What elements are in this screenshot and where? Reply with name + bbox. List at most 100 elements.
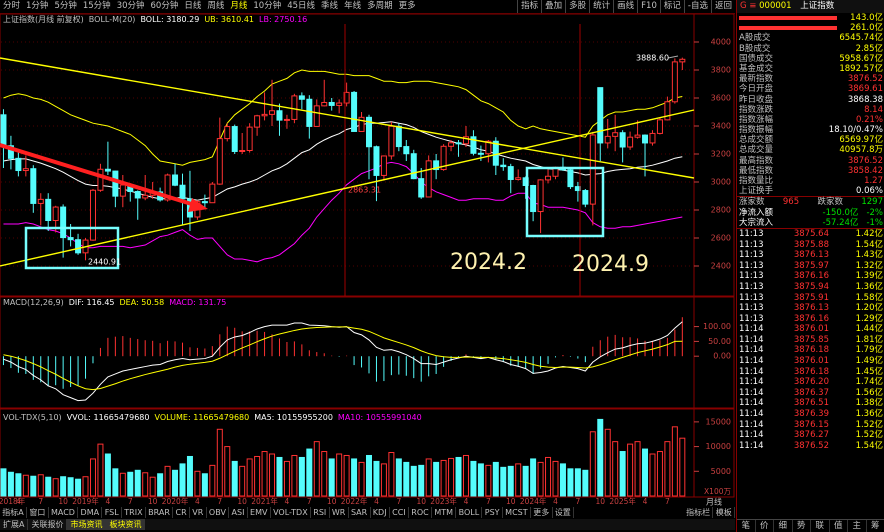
volume-bar [194,470,201,497]
x-tick-label: 7 [307,497,312,506]
quote-row: B股成交 2.85亿 [737,44,884,54]
panel-tab[interactable]: 笔 [737,520,756,532]
extension-tab[interactable]: 扩展A [0,519,29,530]
candle-body [104,168,111,172]
indicator-tab[interactable]: DMA [78,507,103,518]
candle-body [112,170,119,197]
period-button[interactable]: 15分钟 [82,1,111,11]
period-button[interactable]: 45日线 [287,1,316,11]
indicator-tab[interactable]: 指标A [0,507,28,518]
extension-tab[interactable]: 市场资讯 [67,519,107,530]
period-button[interactable]: 日线 [184,1,202,11]
tool-button[interactable]: 指标 [517,0,541,13]
period-button[interactable]: 30分钟 [116,1,145,11]
indicator-tab[interactable]: VR [190,507,207,518]
template-tab[interactable]: 指标栏 [684,507,714,518]
x-tick-label: 2019年 [72,496,99,506]
indicator-tab[interactable]: EMV [248,507,271,518]
tool-button[interactable]: 统计 [589,0,613,13]
template-tab[interactable]: 模板 [713,507,735,518]
y-tick-label: 0.00 [713,352,731,361]
panel-tab[interactable]: 细 [774,520,793,532]
period-button[interactable]: 60分钟 [150,1,179,11]
label: 大宗流入 [739,217,774,228]
tool-button[interactable]: 叠加 [541,0,565,13]
volume-bar [343,454,350,497]
indicator-tab[interactable]: RSI [311,507,330,518]
x-tick-label: 4 [16,497,21,506]
tool-button[interactable]: 多股 [565,0,589,13]
time: 11:13 [739,281,764,292]
indicator-tab[interactable]: ASI [229,507,248,518]
period-button[interactable]: 1分钟 [26,1,49,11]
period-button[interactable]: 周线 [207,1,225,11]
indicator-tab[interactable]: MTM [432,507,457,518]
candle-body [507,166,514,180]
indicator-tab[interactable]: MCST [503,507,531,518]
extension-tab[interactable]: 关联报价 [28,519,68,530]
tool-button[interactable]: 画线 [613,0,637,13]
price: 3876.16 [793,271,829,282]
indicator-tab[interactable]: CR [173,507,190,518]
period-button[interactable]: 年线 [344,1,362,11]
tool-button[interactable]: -自选 [683,0,711,13]
x-tick-label: 2022年 [341,496,368,506]
price: 3876.18 [793,345,829,356]
panel-tab[interactable]: 主 [848,520,867,532]
indicator-tab[interactable]: SAR [349,507,371,518]
tool-button[interactable]: F10 [637,0,660,13]
indicator-tab[interactable]: OBV [207,507,230,518]
period-button[interactable]: 分时 [3,1,21,11]
tick-row: 11:14 3876.18 1.79亿 [737,345,884,356]
tick-row: 11:14 3875.85 1.81亿 [737,335,884,346]
indicator-tab[interactable]: PSY [482,507,503,518]
volume-bar [395,458,402,497]
indicator-tab[interactable]: FSL [102,507,122,518]
indicator-tab[interactable]: 更多 [531,507,553,518]
tick-row: 11:14 3876.37 1.56亿 [737,388,884,399]
price: 3875.97 [793,260,829,271]
period-button[interactable]: 10分钟 [253,1,282,11]
time: 11:14 [739,345,764,356]
panel-tab[interactable]: 价 [756,520,774,532]
volume-bar [351,458,358,497]
period-button[interactable]: 更多 [398,1,416,11]
panel-tab[interactable]: 筹 [867,520,884,532]
time: 11:13 [739,303,764,314]
indicator-tab[interactable]: BOLL [456,507,483,518]
panel-tab[interactable]: 势 [793,520,811,532]
arrow-head [188,198,208,212]
tool-button[interactable]: 返回 [710,0,735,13]
indicator-tab[interactable]: CCI [390,507,409,518]
x-tick-label: 7 [128,497,133,506]
indicator-tab[interactable]: VOL-TDX [271,507,311,518]
period-button[interactable]: 季线 [321,1,339,11]
indicator-tab[interactable]: WR [330,507,349,518]
period-button[interactable]: 月线 [230,1,248,11]
panel-tab[interactable]: 值 [830,520,848,532]
breadth: 涨家数 965 跌家数 1297 [737,196,884,207]
candle-body [366,116,372,148]
x-tick-label: 10 [148,497,158,506]
value: 0.21% [855,114,883,125]
extension-tab[interactable]: 板块资讯 [106,519,146,530]
panel-tab[interactable]: 联 [811,520,830,532]
x-tick-label: 4 [285,497,290,506]
quote-row: 指数量比 1.27 [737,176,884,186]
candle-body [388,125,395,157]
indicator-tab[interactable]: 窗口 [27,507,49,518]
period-button[interactable]: 5分钟 [54,1,77,11]
indicator-tab[interactable]: ROC [409,507,433,518]
indicator-tab[interactable]: 设置 [553,507,575,518]
indicator-tab[interactable]: KDJ [371,507,390,518]
indicator-tab[interactable]: MACD [49,507,79,518]
candle-body [462,136,469,145]
candle-body [470,136,477,154]
panel-title: 上证指数(月线 前复权) [3,14,84,24]
period-button[interactable]: 多周期 [367,1,393,11]
indicator-tab[interactable]: TRIX [122,507,146,518]
volume-bar [216,428,223,497]
indicator-tab[interactable]: BRAR [146,507,174,518]
tool-button[interactable]: 标记 [659,0,684,13]
boll-ub [3,69,683,166]
